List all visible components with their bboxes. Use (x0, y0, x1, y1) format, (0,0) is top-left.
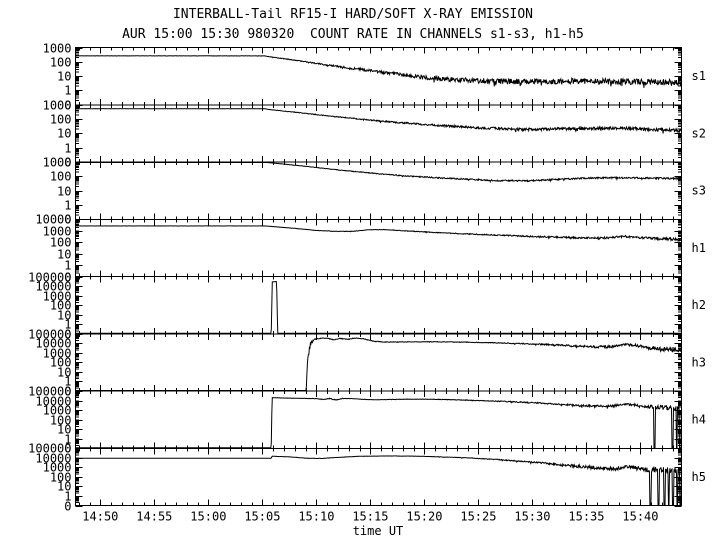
chart-title: INTERBALL-Tail RF15-I HARD/SOFT X-RAY EM… (172, 7, 534, 22)
channel-label-h5: h5 (692, 470, 706, 484)
y-tick-label: 10000 (35, 337, 71, 351)
y-tick-label: 0 (64, 442, 71, 456)
channel-label-h3: h3 (692, 355, 706, 369)
y-tick-label: 10 (57, 423, 71, 437)
x-axis-label: time UT (353, 524, 404, 538)
y-tick-label: 100000 (28, 385, 71, 399)
y-tick-label: 100 (50, 170, 72, 184)
trace-s3 (75, 162, 682, 184)
y-tick-label: 100 (50, 471, 72, 485)
y-tick-label: 10000 (35, 213, 71, 227)
y-tick-label: 100 (50, 113, 72, 127)
channel-label-h4: h4 (692, 413, 706, 427)
trace-h2 (75, 280, 682, 334)
y-tick-label: 100 (50, 299, 72, 313)
x-tick-label: 15:10 (298, 510, 334, 524)
y-tick-label: 0 (64, 500, 71, 514)
y-tick-label: 100 (50, 56, 72, 70)
y-tick-label: 0 (64, 156, 71, 170)
x-tick-label: 15:35 (568, 510, 604, 524)
channel-label-s2: s2 (692, 126, 706, 140)
y-tick-label: 10 (57, 480, 71, 494)
y-tick-label: 1000 (43, 461, 72, 475)
y-tick-label: 1 (64, 142, 71, 156)
channel-label-h1: h1 (692, 241, 706, 255)
channel-label-s3: s3 (692, 184, 706, 198)
y-tick-label: 100000 (28, 442, 71, 456)
y-tick-label: 10 (57, 309, 71, 323)
trace-h4 (75, 397, 682, 449)
y-tick-label: 1000 (43, 404, 72, 418)
y-tick-label: 1 (64, 490, 71, 504)
x-tick-label: 15:30 (514, 510, 550, 524)
y-tick-label: 0 (64, 213, 71, 227)
x-tick-label: 15:25 (460, 510, 496, 524)
trace-h3 (75, 337, 682, 391)
trace-h5 (75, 455, 682, 506)
y-tick-label: 1000 (43, 225, 72, 239)
y-tick-label: 100000 (28, 328, 71, 342)
y-tick-label: 0 (64, 99, 71, 113)
chart-subtitle: AUR 15:00 15:30 980320 COUNT RATE IN CHA… (122, 27, 584, 42)
y-tick-label: 10 (57, 248, 71, 262)
channel-label-s1: s1 (692, 69, 706, 83)
y-tick-label: 100000 (28, 271, 71, 285)
x-tick-label: 15:15 (352, 510, 388, 524)
y-tick-label: 100 (50, 414, 72, 428)
x-tick-label: 15:00 (190, 510, 226, 524)
y-tick-label: 1000 (43, 99, 72, 113)
y-tick-label: 10000 (35, 395, 71, 409)
y-tick-label: 10 (57, 185, 71, 199)
y-tick-label: 0 (64, 328, 71, 342)
y-tick-label: 10 (57, 70, 71, 84)
x-tick-label: 14:50 (82, 510, 118, 524)
y-tick-label: 1000 (43, 42, 72, 56)
x-tick-label: 14:55 (136, 510, 172, 524)
y-tick-label: 10 (57, 127, 71, 141)
trace-s2 (75, 108, 682, 134)
y-tick-label: 1000 (43, 156, 72, 170)
y-tick-label: 0 (64, 385, 71, 399)
y-tick-label: 1 (64, 199, 71, 213)
channel-label-h2: h2 (692, 298, 706, 312)
x-tick-label: 15:05 (244, 510, 280, 524)
trace-h1 (75, 225, 682, 243)
x-tick-label: 15:20 (406, 510, 442, 524)
y-tick-label: 0 (64, 271, 71, 285)
y-tick-label: 1000 (43, 347, 72, 361)
y-tick-label: 10000 (35, 280, 71, 294)
y-tick-label: 1 (64, 259, 71, 273)
trace-s1 (75, 55, 682, 88)
y-tick-label: 1 (64, 375, 71, 389)
y-tick-label: 100 (50, 236, 72, 250)
y-tick-label: 10000 (35, 452, 71, 466)
y-tick-label: 1 (64, 318, 71, 332)
x-tick-label: 15:40 (622, 510, 658, 524)
y-tick-label: 1 (64, 84, 71, 98)
y-tick-label: 1 (64, 433, 71, 447)
y-tick-label: 10 (57, 366, 71, 380)
y-tick-label: 100 (50, 356, 72, 370)
y-tick-label: 1000 (43, 290, 72, 304)
